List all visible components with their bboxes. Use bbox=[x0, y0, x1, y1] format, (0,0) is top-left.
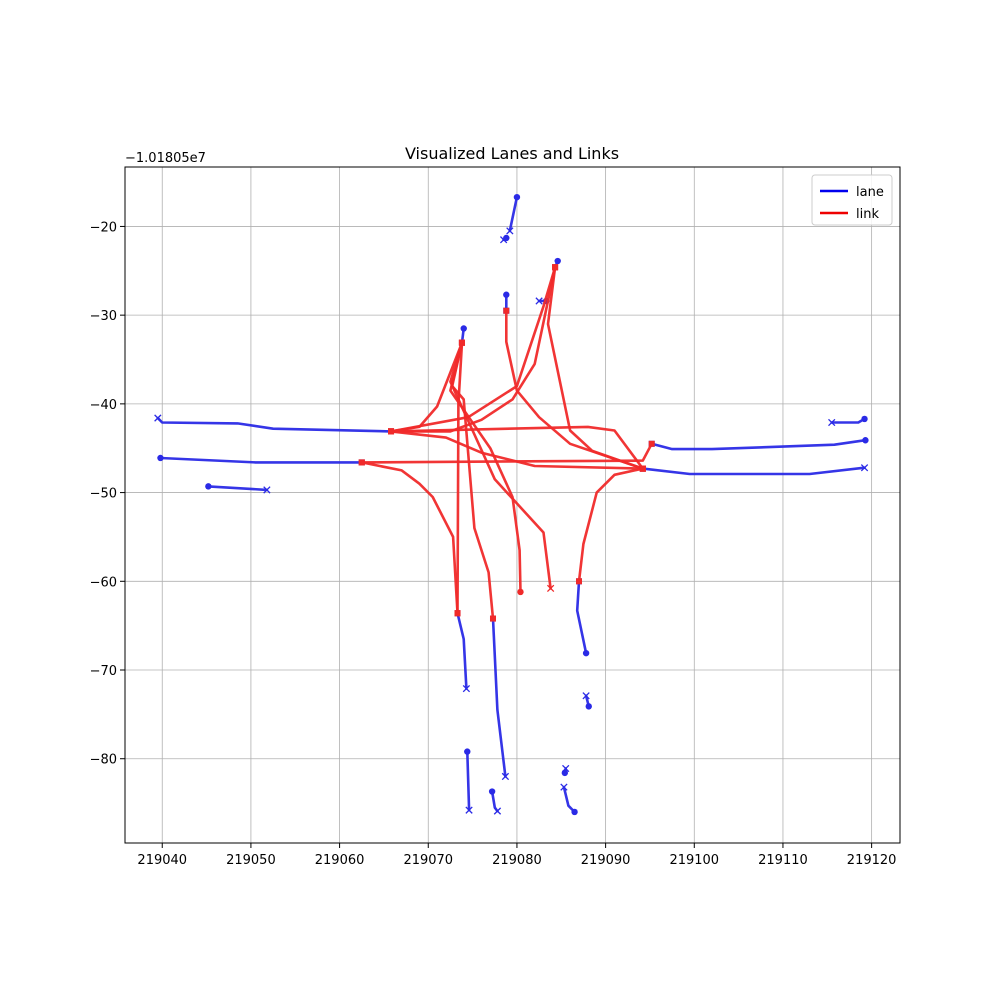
lane-end-point-stroke bbox=[154, 414, 162, 422]
y-tick-label: −70 bbox=[90, 664, 117, 679]
lane-line bbox=[465, 750, 471, 812]
link-end-point bbox=[546, 584, 555, 593]
y-tick-label: −80 bbox=[90, 753, 117, 768]
lane-start-point bbox=[464, 748, 471, 755]
lane-end-point bbox=[582, 692, 590, 700]
x-tick-label: 219110 bbox=[758, 853, 808, 868]
legend-label-link: link bbox=[856, 207, 879, 222]
lane-end-point-stroke bbox=[462, 684, 471, 693]
lane-end-point bbox=[462, 684, 471, 693]
lane-end-point-stroke bbox=[465, 806, 473, 814]
lane-end-point bbox=[828, 418, 836, 427]
link-line bbox=[577, 467, 645, 583]
x-tick-label: 219100 bbox=[669, 853, 719, 868]
link-connection-point bbox=[648, 440, 655, 447]
y-tick-label: −20 bbox=[90, 220, 117, 235]
lane-start-point bbox=[488, 788, 496, 795]
lane-line bbox=[491, 617, 507, 778]
lane-line bbox=[641, 466, 866, 476]
link-connection-point bbox=[489, 615, 496, 622]
legend: lane link bbox=[811, 174, 893, 226]
lane-end-point bbox=[560, 783, 568, 791]
link-line bbox=[360, 461, 459, 615]
lane-start-point bbox=[157, 454, 164, 462]
link-line bbox=[546, 265, 645, 470]
lane-start-point bbox=[571, 808, 578, 816]
lane-end-point bbox=[154, 414, 162, 422]
lane-line bbox=[456, 611, 468, 690]
y-tick-label: −60 bbox=[90, 575, 117, 590]
x-tick-label: 219080 bbox=[492, 853, 542, 868]
x-tick-label: 219040 bbox=[137, 853, 187, 868]
link-connection-point bbox=[639, 465, 646, 472]
y-tick-label: −40 bbox=[90, 398, 117, 413]
lane-end-point-stroke bbox=[263, 486, 271, 494]
lane-line bbox=[575, 579, 588, 655]
lane-end-point-stroke bbox=[582, 692, 590, 700]
link-line bbox=[389, 265, 557, 433]
y-tick-label: −50 bbox=[90, 487, 117, 502]
lane-line bbox=[508, 195, 519, 233]
lane-end-point bbox=[501, 772, 510, 781]
lane-end-point bbox=[562, 764, 570, 773]
lane-start-point bbox=[861, 415, 868, 423]
lane-end-point-stroke bbox=[560, 783, 568, 791]
lane-start-point bbox=[585, 703, 592, 710]
link-connection-point bbox=[388, 428, 395, 435]
data-layer bbox=[154, 193, 869, 816]
lane-start-point bbox=[460, 325, 467, 332]
link-line bbox=[389, 425, 645, 470]
y-tick-label: −30 bbox=[90, 309, 117, 324]
lane-end-point-stroke bbox=[501, 772, 510, 781]
lane-end-point bbox=[263, 486, 271, 494]
plot-area: 219040 219050 219060 219070 219080 219090 2191… bbox=[90, 166, 901, 868]
link-connection-point bbox=[503, 307, 510, 314]
lane-start-point bbox=[205, 483, 212, 490]
link-connection-point bbox=[458, 339, 465, 346]
lane-start-point bbox=[554, 257, 561, 265]
link-connection-point bbox=[552, 264, 559, 271]
lane-start-point bbox=[503, 291, 510, 298]
axes-frame bbox=[124, 166, 901, 844]
lane-end-point bbox=[535, 297, 543, 305]
lane-end-point-stroke bbox=[828, 418, 836, 427]
lane-end-point bbox=[493, 807, 502, 815]
chart-title: Visualized Lanes and Links bbox=[405, 144, 619, 163]
x-tick-label: 219050 bbox=[226, 853, 276, 868]
x-tick-label: 219090 bbox=[581, 853, 631, 868]
lane-end-point-stroke bbox=[562, 764, 570, 773]
legend-label-lane: lane bbox=[856, 185, 884, 200]
lane-end-point-stroke bbox=[535, 297, 543, 305]
link-line bbox=[360, 442, 654, 464]
lane-start-point bbox=[582, 649, 590, 657]
link-line bbox=[449, 341, 522, 594]
link-end-point-stroke bbox=[546, 584, 555, 593]
lane-line bbox=[207, 485, 269, 492]
lane-end-point-stroke bbox=[860, 464, 869, 472]
x-tick-label: 219070 bbox=[403, 853, 453, 868]
link-line bbox=[504, 309, 645, 470]
lane-start-point bbox=[513, 193, 521, 201]
x-tick-label: 219120 bbox=[847, 853, 897, 868]
link-connection-point bbox=[576, 578, 583, 585]
link-connection-point bbox=[358, 459, 365, 466]
lane-start-point bbox=[503, 234, 510, 242]
link-start-point bbox=[517, 588, 524, 596]
lane-end-point-stroke bbox=[506, 227, 514, 235]
y-axis-offset-label: −1.01805e7 bbox=[125, 151, 206, 166]
lane-end-point bbox=[860, 464, 869, 472]
link-line bbox=[449, 341, 552, 590]
link-line bbox=[389, 265, 557, 433]
lane-end-point-stroke bbox=[493, 807, 502, 815]
lane-start-point bbox=[862, 437, 869, 444]
legend-box bbox=[811, 174, 893, 226]
x-tick-label: 219060 bbox=[315, 853, 365, 868]
lane-line bbox=[650, 438, 867, 451]
link-connection-point bbox=[454, 610, 461, 617]
lane-end-point bbox=[465, 806, 473, 814]
lane-end-point bbox=[506, 227, 514, 235]
lane-line bbox=[159, 456, 364, 464]
